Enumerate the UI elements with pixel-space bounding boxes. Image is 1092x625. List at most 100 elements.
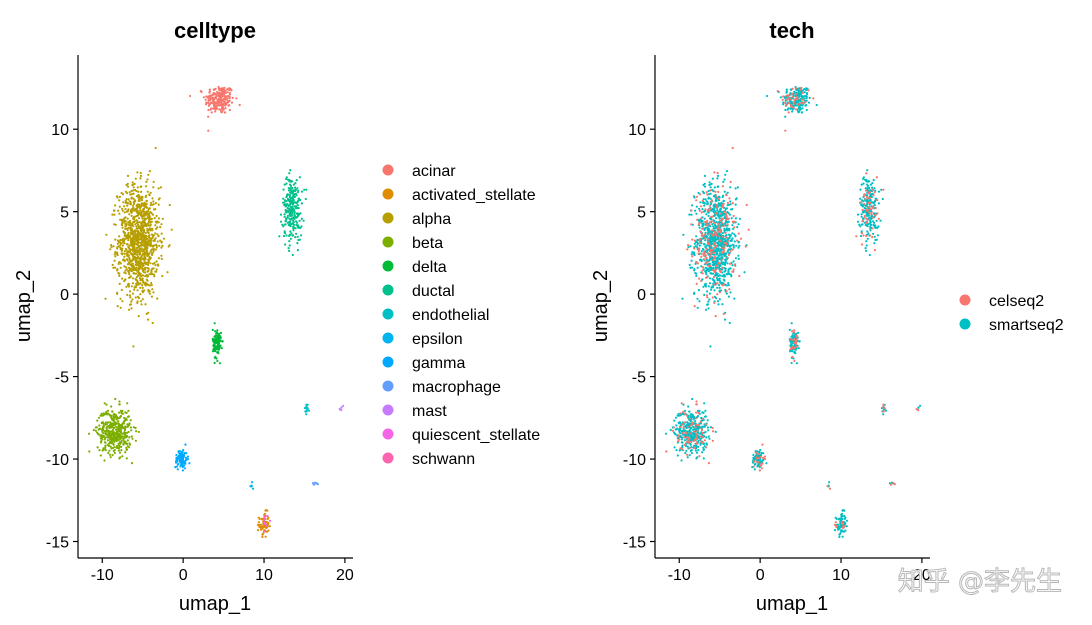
point-beta [121,432,124,435]
point-alpha [129,219,132,222]
point-smartseq2 [687,405,690,408]
point-alpha [134,251,137,254]
point-beta [130,462,134,465]
point-celseq2 [761,456,765,459]
point-beta [104,436,107,439]
point-smartseq2 [838,527,841,530]
point-delta [213,322,216,325]
point-smartseq2 [784,108,787,112]
point-beta [125,446,128,449]
point-beta [119,437,122,441]
point-beta [105,403,108,406]
point-acinar [238,103,241,107]
point-smartseq2 [719,208,722,211]
point-alpha [128,294,131,297]
point-alpha [131,181,134,184]
point-ductal [290,214,293,217]
point-celseq2 [865,195,869,199]
point-alpha [142,239,145,242]
point-smartseq2 [865,194,868,197]
point-smartseq2 [703,228,706,232]
point-beta [98,424,101,427]
point-celseq2 [700,205,703,208]
point-ductal [286,206,289,210]
point-alpha [160,257,163,260]
point-gamma [184,443,187,446]
point-smartseq2 [702,248,705,251]
point-alpha [146,247,149,250]
point-celseq2 [711,296,714,299]
point-acinar [224,89,227,92]
point-smartseq2 [917,406,920,409]
point-celseq2 [725,218,728,221]
point-delta [212,338,215,341]
point-smartseq2 [728,321,731,325]
point-smartseq2 [712,195,716,198]
point-smartseq2 [705,436,708,439]
x-tick-label: 10 [255,567,273,584]
point-celseq2 [801,102,804,105]
point-smartseq2 [715,225,718,228]
point-smartseq2 [704,430,707,434]
point-beta [114,436,117,439]
point-ductal [297,197,300,200]
point-celseq2 [723,249,726,252]
point-smartseq2 [869,221,872,224]
point-beta [135,430,138,433]
point-ductal [288,194,291,197]
point-celseq2 [721,185,725,188]
point-smartseq2 [801,104,804,107]
point-alpha [130,197,133,200]
point-smartseq2 [724,318,727,321]
point-ductal [287,204,290,208]
y-tick-label: -10 [623,452,646,469]
point-celseq2 [700,429,704,432]
point-alpha [123,250,126,253]
point-beta [100,412,103,415]
point-alpha [119,246,122,249]
point-celseq2 [708,204,711,207]
point-smartseq2 [703,204,706,207]
point-alpha [138,199,141,202]
y-tick-label: 5 [60,205,69,222]
point-delta [216,346,219,349]
point-smartseq2 [709,192,712,195]
point-alpha [138,203,141,206]
point-celseq2 [793,99,796,102]
point-alpha [154,202,157,205]
point-celseq2 [678,438,681,441]
point-smartseq2 [737,223,740,226]
point-ductal [291,197,294,200]
point-celseq2 [732,214,735,218]
point-celseq2 [693,446,696,450]
point-beta [121,455,124,458]
point-smartseq2 [738,217,742,220]
point-alpha [152,200,155,203]
point-smartseq2 [711,177,714,180]
point-alpha [160,246,163,249]
point-smartseq2 [678,427,682,431]
point-smartseq2 [863,206,866,210]
point-smartseq2 [691,204,694,207]
point-celseq2 [697,412,700,415]
point-celseq2 [761,443,764,446]
legend-label-delta: delta [412,259,447,276]
point-smartseq2 [698,226,701,229]
point-celseq2 [865,217,868,220]
point-celseq2 [729,180,732,183]
point-alpha [155,246,158,249]
point-smartseq2 [694,420,697,423]
point-celseq2 [721,284,725,287]
point-activated_stellate [260,523,263,526]
point-activated_stellate [261,533,264,536]
point-smartseq2 [705,235,709,238]
point-smartseq2 [877,202,881,205]
point-acinar [205,101,208,104]
point-smartseq2 [724,207,728,210]
point-smartseq2 [837,518,840,521]
point-acinar [207,115,210,118]
point-celseq2 [685,432,688,435]
point-beta [110,426,113,429]
point-beta [124,451,127,454]
point-smartseq2 [760,451,763,455]
